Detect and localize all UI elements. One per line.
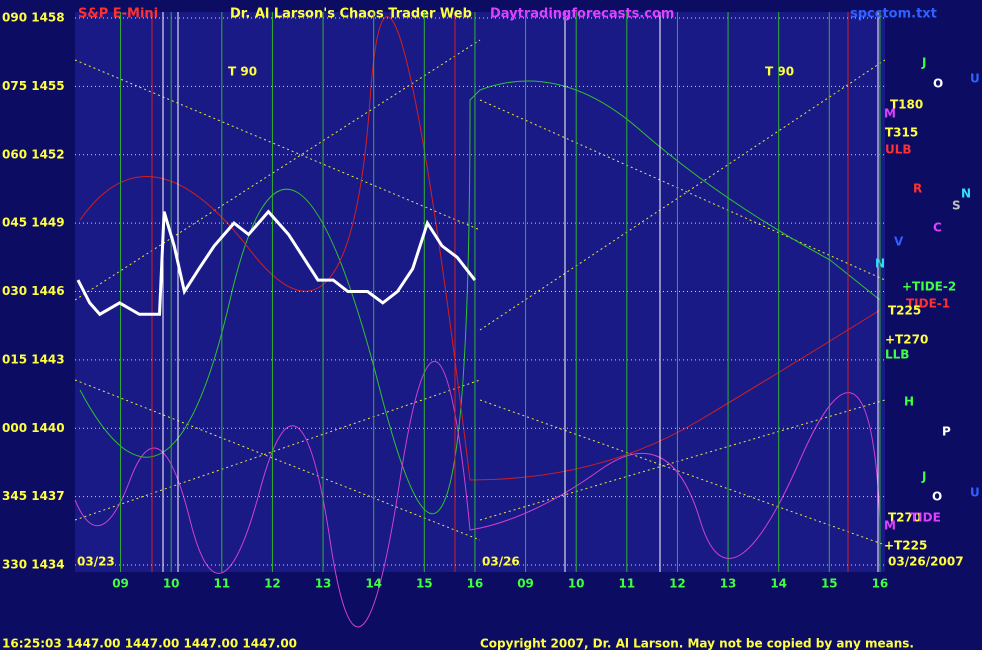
x-tick-label: 10 — [568, 577, 585, 591]
annotation: R — [913, 182, 922, 196]
annotation: T 90 — [228, 65, 257, 79]
x-tick-label: 09 — [112, 577, 129, 591]
x-tick-label: 12 — [669, 577, 686, 591]
cycle-line — [479, 399, 886, 521]
cycle-line — [74, 59, 481, 231]
annotation: M — [884, 519, 896, 533]
annotation: ULB — [885, 143, 912, 157]
annotation: TIDE-1 — [906, 297, 950, 311]
annotation: +TIDE-2 — [902, 280, 956, 294]
annotation: T270 — [888, 511, 921, 525]
y-tick-label: 090 1458 — [2, 11, 65, 25]
cycle-curve — [79, 16, 881, 481]
annotation: U — [970, 486, 980, 500]
annotation: J — [921, 56, 926, 70]
day-label: 03/26 — [482, 555, 520, 569]
annotation: T 90 — [765, 65, 794, 79]
y-tick-label: 060 1452 — [2, 147, 65, 161]
annotation: U — [970, 72, 980, 86]
annotation: P — [942, 425, 951, 439]
y-tick-label: 075 1455 — [2, 79, 65, 93]
annotation: V — [894, 235, 904, 249]
y-tick-label: 000 1440 — [2, 421, 65, 435]
decor-lines — [74, 39, 886, 546]
annotation: C — [933, 221, 942, 235]
y-tick-label: 030 1446 — [2, 284, 65, 298]
x-tick-label: 10 — [163, 577, 180, 591]
annotation: O — [932, 490, 942, 504]
cycle-line — [479, 59, 886, 331]
x-tick-label: 14 — [770, 577, 787, 591]
x-tick-label: 09 — [517, 577, 534, 591]
x-tick-label: 13 — [720, 577, 737, 591]
chart-title: Dr. Al Larson's Chaos Trader Web — [230, 7, 472, 22]
x-tick-label: 16 — [467, 577, 484, 591]
annotation: T225 — [888, 304, 921, 318]
x-tick-label: 14 — [365, 577, 382, 591]
annotation: S — [952, 199, 961, 213]
y-tick-label: 015 1443 — [2, 352, 65, 366]
file: spcctom.txt — [850, 7, 937, 22]
annotation: T180 — [890, 98, 923, 112]
annotation: M — [884, 107, 896, 121]
annotation: T315 — [885, 126, 918, 140]
x-tick-label: 13 — [315, 577, 332, 591]
x-tick-label: 11 — [213, 577, 230, 591]
x-tick-label: 15 — [416, 577, 433, 591]
annotations: T 90 T 90 T180 T315 ULB R N S C V N +TID… — [228, 56, 980, 553]
cycle-curve — [79, 80, 881, 515]
y-tick-label: 045 1449 — [2, 216, 65, 230]
annotation: LLB — [885, 348, 909, 362]
cycle-curves — [74, 16, 881, 628]
price-line — [76, 209, 477, 317]
status: 16:25:03 1447.00 1447.00 1447.00 1447.00 — [2, 637, 297, 650]
annotation: +T270 — [885, 333, 928, 347]
copyright: Copyright 2007, Dr. Al Larson. May not b… — [480, 637, 914, 650]
x-tick-label: 11 — [618, 577, 635, 591]
cycle-line — [74, 379, 481, 521]
annotation: H — [904, 395, 914, 409]
cycle-line — [479, 99, 886, 281]
symbol: S&P E-Mini — [78, 7, 158, 22]
x-tick-label: 15 — [821, 577, 838, 591]
annotation: TIDE — [910, 511, 941, 525]
x-tick-label: 12 — [264, 577, 281, 591]
y-tick-label: 330 1434 — [2, 558, 65, 572]
annotation: N — [961, 187, 971, 201]
cycle-line — [74, 39, 481, 301]
cycle-line — [479, 399, 886, 546]
annotation: +T225 — [884, 539, 927, 553]
day-label: 03/26/2007 — [888, 555, 964, 569]
day-label: 03/23 — [77, 555, 115, 569]
cycle-curve — [74, 361, 881, 628]
y-tick-label: 345 1437 — [2, 489, 65, 503]
site: Daytradingforecasts.com — [490, 7, 674, 22]
annotation: J — [921, 470, 926, 484]
x-tick-label: 16 — [872, 577, 889, 591]
annotation: O — [933, 77, 943, 91]
